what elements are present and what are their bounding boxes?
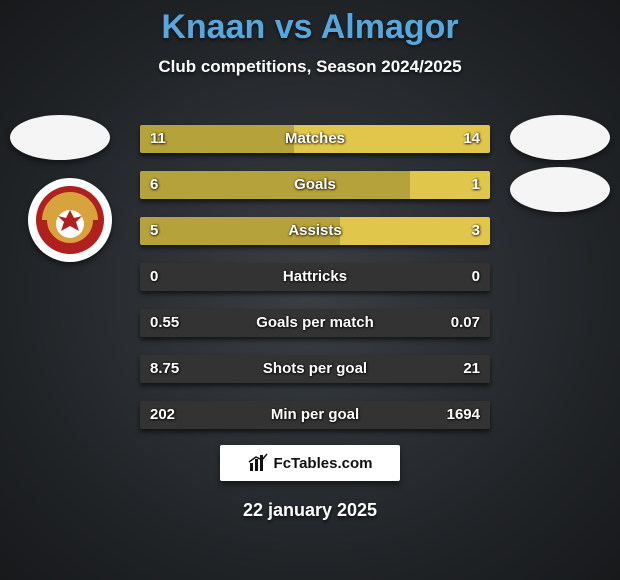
stat-row: 1114Matches [140,125,490,153]
stat-row: 0.550.07Goals per match [140,309,490,337]
player-left-logo-placeholder [10,115,110,160]
club-crest [28,178,112,262]
stat-label: Assists [140,217,490,245]
stat-row: 53Assists [140,217,490,245]
stat-label: Goals per match [140,309,490,337]
comparison-canvas: { "title": "Knaan vs Almagor", "subtitle… [0,0,620,580]
page-title: Knaan vs Almagor [0,0,620,47]
stat-label: Min per goal [140,401,490,429]
player-right-logo-placeholder-1 [510,115,610,160]
subtitle: Club competitions, Season 2024/2025 [0,57,620,77]
player-right-logo-placeholder-2 [510,167,610,212]
stat-label: Hattricks [140,263,490,291]
brand-label: FcTables.com [274,455,373,472]
club-crest-icon [34,184,106,256]
brand-chart-icon [248,453,268,473]
stat-bars: 1114Matches 61Goals 53Assists 00Hattricks 0.… [140,125,490,447]
date-label: 22 january 2025 [0,500,620,521]
stat-row: 8.7521Shots per goal [140,355,490,383]
stat-row: 61Goals [140,171,490,199]
brand-badge: FcTables.com [220,445,400,481]
stat-label: Goals [140,171,490,199]
stat-row: 00Hattricks [140,263,490,291]
stat-label: Shots per goal [140,355,490,383]
stat-row: 2021694Min per goal [140,401,490,429]
stat-label: Matches [140,125,490,153]
